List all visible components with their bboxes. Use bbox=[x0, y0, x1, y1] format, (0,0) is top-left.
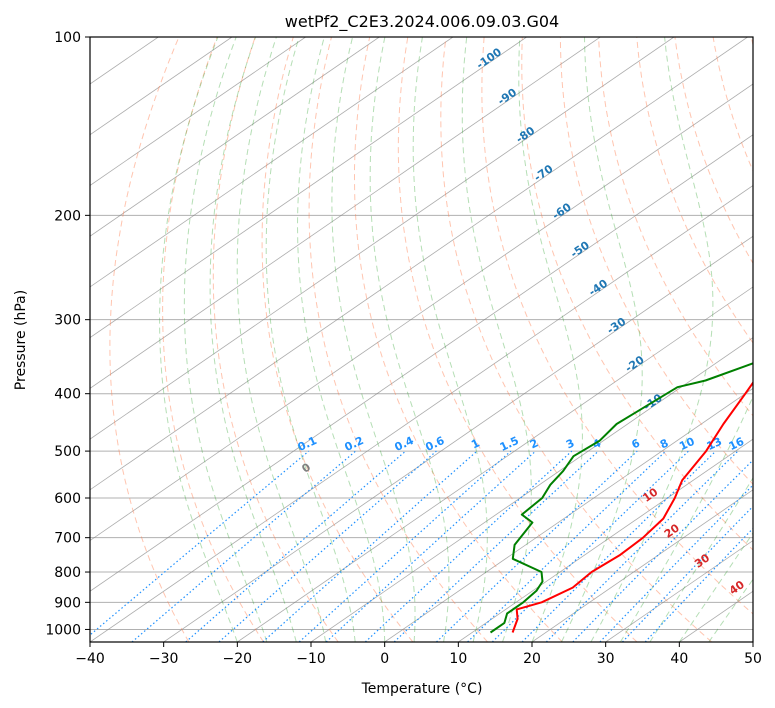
moist-adiabat-line bbox=[236, 37, 327, 642]
mixing-ratio-line bbox=[131, 450, 356, 642]
isotherm-line bbox=[90, 134, 753, 592]
y-axis-label: Pressure (hPa) bbox=[13, 290, 29, 390]
isotherm-line bbox=[90, 37, 675, 440]
isotherm-line bbox=[90, 37, 527, 339]
mixing-ratio-line bbox=[364, 450, 573, 642]
isotherm-line bbox=[605, 540, 753, 642]
x-tick-label: 0 bbox=[380, 651, 389, 667]
isotherm-line bbox=[90, 37, 601, 389]
isotherm-line bbox=[90, 37, 748, 491]
mixing-ratio-label: 16 bbox=[727, 435, 747, 453]
moist-adiabat-line bbox=[296, 37, 386, 642]
y-tick-label: 200 bbox=[54, 208, 81, 224]
dry-adiabat-line bbox=[636, 37, 753, 344]
dry-adiabat-line bbox=[261, 37, 414, 642]
x-tick-label: 20 bbox=[523, 651, 541, 667]
mixing-ratio-line bbox=[185, 450, 406, 642]
mixing-ratio-line bbox=[218, 450, 437, 642]
moist-adiabat-line bbox=[159, 37, 238, 642]
isotherm-line bbox=[90, 184, 753, 642]
x-tick-label: 50 bbox=[744, 651, 762, 667]
x-tick-label: −40 bbox=[75, 651, 105, 667]
x-tick-label: 10 bbox=[449, 651, 467, 667]
x-axis-label: Temperature (°C) bbox=[361, 681, 483, 697]
moist-adiabat-line bbox=[590, 37, 714, 642]
y-tick-label: 700 bbox=[54, 531, 81, 547]
plot-frame bbox=[89, 36, 754, 643]
isotherm-line bbox=[531, 489, 753, 642]
mixing-ratio-line bbox=[90, 450, 310, 636]
moist-adiabat-line bbox=[209, 37, 297, 642]
isotherm-line bbox=[90, 37, 380, 237]
moist-adiabat-line bbox=[412, 37, 488, 642]
mixing-ratio-line bbox=[491, 450, 689, 642]
dry-adiabat-line bbox=[712, 37, 753, 173]
temperature-profile-line bbox=[511, 380, 753, 633]
x-tick-label: −30 bbox=[149, 651, 179, 667]
dry-adiabat-line bbox=[440, 37, 713, 642]
data-lines bbox=[489, 362, 753, 634]
moist-adiabat-line bbox=[331, 37, 416, 642]
dry-adiabat-line bbox=[521, 37, 753, 551]
dry-adiabat-line bbox=[162, 37, 264, 642]
isotherm-line bbox=[310, 337, 753, 642]
isotherm-line bbox=[90, 37, 454, 288]
moist-adiabat-line bbox=[265, 37, 356, 642]
mixing-ratio-label: 10 bbox=[677, 435, 697, 453]
mixing-ratio-line bbox=[298, 450, 512, 642]
moist-adiabat-line bbox=[461, 37, 532, 642]
moist-adiabat-line bbox=[183, 37, 268, 642]
dry-adiabat-line bbox=[397, 37, 638, 642]
y-tick-label: 300 bbox=[54, 313, 81, 329]
dry-adiabat-line bbox=[308, 37, 488, 642]
mixing-ratio-label: 13 bbox=[705, 435, 724, 453]
moist-adiabat-line bbox=[369, 37, 450, 642]
isotherm-line bbox=[458, 438, 753, 642]
moist-adiabat-line bbox=[561, 37, 643, 642]
mixing-ratio-line bbox=[621, 505, 753, 642]
y-tick-label: 1000 bbox=[45, 622, 81, 638]
isotherm-line bbox=[384, 387, 753, 642]
mixing-ratio-line bbox=[521, 450, 717, 642]
x-tick-label: 40 bbox=[670, 651, 688, 667]
mixing-ratio-line bbox=[393, 450, 599, 642]
mixing-ratio-line bbox=[599, 484, 753, 642]
axes: −40 −30 −20 −10 0 10 20 30 40 50 100 200 300 400 500 60… bbox=[45, 30, 762, 667]
chart-title: wetPf2_C2E3.2024.006.09.03.G04 bbox=[285, 12, 559, 32]
mixing-ratio-line bbox=[572, 459, 753, 642]
dry-adiabat-line bbox=[212, 37, 339, 642]
y-tick-label: 600 bbox=[54, 491, 81, 507]
y-tick-label: 100 bbox=[54, 30, 81, 46]
dry-adiabat-line bbox=[559, 37, 753, 485]
dry-adiabat-line bbox=[354, 37, 563, 642]
y-tick-label: 400 bbox=[54, 387, 81, 403]
isotherm-line bbox=[163, 235, 753, 642]
dry-adiabat-line bbox=[109, 37, 190, 642]
y-tick-label: 800 bbox=[54, 565, 81, 581]
moist-adiabat-line bbox=[678, 532, 753, 642]
mixing-ratio-line bbox=[545, 450, 739, 642]
x-tick-label: −10 bbox=[296, 651, 326, 667]
moist-adiabat-line bbox=[518, 37, 583, 642]
mixing-ratio-line bbox=[325, 450, 537, 642]
y-tick-label: 900 bbox=[54, 595, 81, 611]
y-tick-label: 500 bbox=[54, 444, 81, 460]
mixing-ratio-line bbox=[467, 450, 667, 642]
isotherm-line bbox=[90, 37, 306, 186]
dewpoint-profile-line bbox=[489, 362, 753, 634]
isotherm-line bbox=[237, 286, 753, 642]
isotherm-line bbox=[90, 83, 753, 542]
background-lines bbox=[90, 37, 753, 642]
x-tick-label: 30 bbox=[597, 651, 615, 667]
dry-adiabat-line bbox=[481, 37, 753, 615]
x-tick-label: −20 bbox=[223, 651, 253, 667]
